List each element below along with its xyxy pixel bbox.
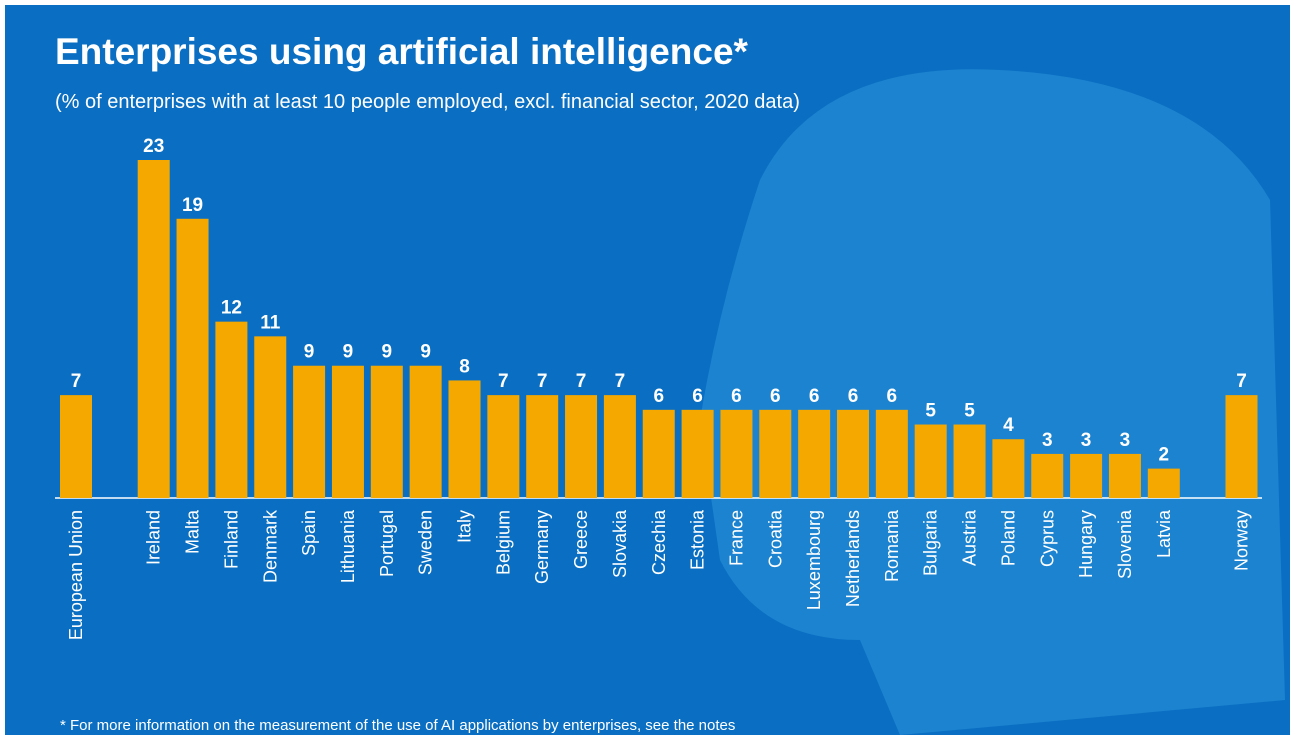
x-tick-label: Croatia: [765, 509, 785, 568]
value-label: 4: [1003, 415, 1014, 436]
bar: [1109, 454, 1141, 498]
bar: [60, 395, 92, 498]
value-label: 6: [848, 386, 859, 407]
x-tick-label: Norway: [1232, 510, 1252, 571]
x-tick-label: Finland: [221, 510, 241, 569]
x-tick-label: Czechia: [649, 509, 669, 575]
value-label: 8: [459, 356, 470, 377]
value-label: 6: [653, 386, 664, 407]
bar: [293, 366, 325, 498]
value-label: 12: [221, 298, 242, 319]
x-tick-label: Germany: [532, 510, 552, 584]
x-tick-label: Portugal: [377, 510, 397, 577]
value-label: 2: [1159, 445, 1170, 466]
x-tick-label: Hungary: [1076, 510, 1096, 578]
bar: [177, 219, 209, 498]
chart-title: Enterprises using artificial intelligenc…: [55, 31, 749, 72]
bar: [759, 410, 791, 498]
bar: [487, 395, 519, 498]
bar: [526, 395, 558, 498]
value-label: 7: [71, 371, 82, 392]
x-tick-label: Lithuania: [338, 509, 358, 583]
bar: [1070, 454, 1102, 498]
x-tick-label: Austria: [960, 509, 980, 566]
value-label: 19: [182, 195, 203, 216]
x-tick-label: France: [726, 510, 746, 566]
value-label: 5: [925, 401, 936, 422]
bar: [138, 160, 170, 498]
chart-subtitle: (% of enterprises with at least 10 peopl…: [55, 91, 800, 113]
x-tick-label: Poland: [998, 510, 1018, 566]
x-tick-label: Italy: [455, 510, 475, 543]
x-tick-label: Slovakia: [610, 509, 630, 578]
x-tick-label: Estonia: [688, 509, 708, 570]
value-label: 9: [382, 342, 393, 363]
value-label: 11: [260, 312, 281, 333]
value-label: 9: [343, 342, 354, 363]
value-label: 6: [809, 386, 820, 407]
x-tick-label: Spain: [299, 510, 319, 556]
value-label: 7: [1236, 371, 1247, 392]
x-tick-label: Netherlands: [843, 510, 863, 607]
bar: [449, 380, 481, 498]
x-tick-label: Cyprus: [1037, 510, 1057, 567]
x-tick-label: European Union: [66, 510, 86, 640]
value-label: 6: [887, 386, 898, 407]
value-label: 6: [692, 386, 703, 407]
x-tick-label: Luxembourg: [804, 510, 824, 610]
value-label: 7: [615, 371, 626, 392]
bar: [371, 366, 403, 498]
bar: [720, 410, 752, 498]
x-tick-label: Romania: [882, 509, 902, 582]
value-label: 3: [1081, 430, 1092, 451]
x-tick-label: Sweden: [416, 510, 436, 575]
value-label: 6: [770, 386, 781, 407]
bar: [215, 322, 247, 498]
bar: [643, 410, 675, 498]
value-label: 9: [304, 342, 315, 363]
bar: [1148, 469, 1180, 498]
footnote: * For more information on the measuremen…: [60, 717, 735, 734]
value-label: 5: [964, 401, 975, 422]
x-tick-label: Malta: [183, 509, 203, 554]
value-label: 3: [1042, 430, 1053, 451]
x-tick-label: Slovenia: [1115, 509, 1135, 579]
value-label: 7: [537, 371, 548, 392]
bar: [954, 425, 986, 498]
value-label: 23: [143, 136, 164, 157]
x-tick-label: Greece: [571, 510, 591, 569]
bar: [876, 410, 908, 498]
bar: [992, 439, 1024, 498]
bar: [565, 395, 597, 498]
bar: [332, 366, 364, 498]
value-label: 3: [1120, 430, 1131, 451]
bar: [915, 425, 947, 498]
bar: [410, 366, 442, 498]
bar: [1031, 454, 1063, 498]
bar: [682, 410, 714, 498]
x-tick-label: Denmark: [260, 509, 280, 583]
x-tick-label: Belgium: [493, 510, 513, 575]
value-label: 7: [498, 371, 509, 392]
value-label: 7: [576, 371, 587, 392]
x-tick-label: Bulgaria: [921, 509, 941, 576]
chart: Enterprises using artificial intelligenc…: [0, 0, 1295, 740]
value-label: 9: [420, 342, 431, 363]
bar: [798, 410, 830, 498]
x-tick-label: Ireland: [144, 510, 164, 565]
bar: [254, 336, 286, 498]
bar: [604, 395, 636, 498]
value-label: 6: [731, 386, 742, 407]
x-tick-label: Latvia: [1154, 509, 1174, 558]
bar: [837, 410, 869, 498]
bar: [1226, 395, 1258, 498]
